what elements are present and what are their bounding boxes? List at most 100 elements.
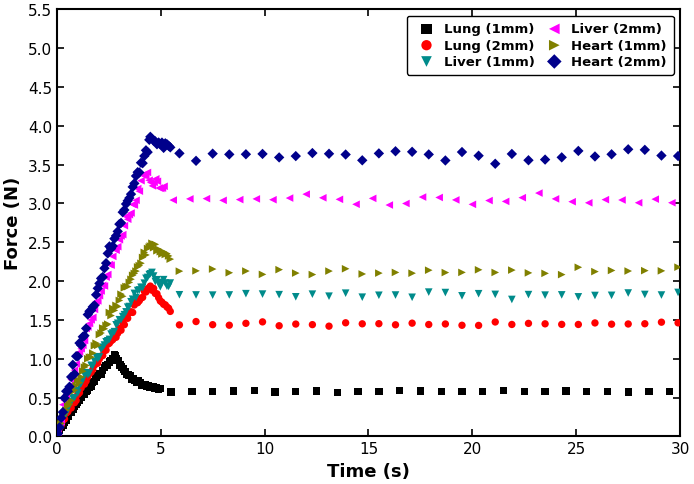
Lung (1mm) (85, 382, 96, 390)
Liver (2mm) (126, 210, 137, 217)
Heart (1mm) (423, 267, 434, 274)
Lung (1mm) (126, 376, 137, 383)
Heart (2mm) (440, 157, 451, 165)
Heart (1mm) (290, 270, 301, 277)
Lung (1mm) (102, 362, 113, 369)
Liver (2mm) (137, 172, 149, 180)
Heart (1mm) (223, 269, 235, 277)
Liver (1mm) (104, 336, 115, 344)
Liver (2mm) (62, 386, 74, 393)
Lung (1mm) (113, 357, 124, 365)
Heart (2mm) (373, 150, 384, 158)
Liver (1mm) (60, 410, 71, 418)
Heart (1mm) (81, 362, 92, 370)
Lung (1mm) (141, 382, 152, 390)
Heart (2mm) (155, 141, 166, 149)
Heart (1mm) (79, 363, 90, 371)
Liver (2mm) (234, 197, 245, 204)
Liver (1mm) (340, 290, 351, 298)
Lung (1mm) (94, 370, 105, 378)
Lung (2mm) (307, 321, 318, 329)
Liver (1mm) (132, 287, 143, 295)
Liver (1mm) (112, 320, 124, 328)
Lung (1mm) (228, 387, 239, 395)
Heart (1mm) (135, 260, 146, 268)
Liver (2mm) (550, 196, 561, 203)
Lung (2mm) (140, 288, 151, 296)
Heart (2mm) (121, 201, 132, 209)
Lung (2mm) (162, 303, 173, 311)
Lung (2mm) (151, 290, 162, 298)
Heart (1mm) (72, 377, 83, 384)
Heart (2mm) (67, 361, 78, 369)
Heart (1mm) (119, 285, 130, 292)
Lung (1mm) (77, 391, 88, 399)
Heart (1mm) (71, 382, 82, 390)
Lung (1mm) (109, 351, 120, 359)
Liver (2mm) (66, 376, 77, 384)
Lung (2mm) (59, 415, 70, 423)
Heart (2mm) (114, 221, 125, 228)
Lung (1mm) (623, 388, 634, 396)
Lung (1mm) (332, 389, 343, 396)
Liver (2mm) (110, 247, 121, 255)
Liver (1mm) (151, 276, 162, 284)
Lung (2mm) (130, 299, 142, 306)
Liver (1mm) (323, 293, 335, 301)
Lung (2mm) (589, 319, 600, 327)
Lung (1mm) (124, 372, 135, 379)
Heart (1mm) (672, 264, 684, 272)
Lung (2mm) (207, 321, 218, 329)
Liver (1mm) (623, 289, 634, 297)
Lung (1mm) (166, 388, 177, 396)
Heart (1mm) (84, 354, 95, 362)
Lung (1mm) (394, 387, 405, 395)
Liver (2mm) (150, 176, 161, 183)
Liver (1mm) (72, 389, 83, 397)
Liver (2mm) (683, 193, 694, 201)
Lung (1mm) (52, 430, 63, 438)
Heart (1mm) (77, 367, 88, 375)
Liver (2mm) (317, 195, 328, 202)
Heart (1mm) (99, 325, 110, 333)
Heart (2mm) (357, 157, 368, 165)
Lung (2mm) (134, 297, 145, 305)
Liver (1mm) (490, 291, 501, 299)
Lung (1mm) (148, 383, 159, 391)
Heart (1mm) (440, 269, 451, 277)
Lung (2mm) (139, 288, 150, 296)
Liver (2mm) (99, 283, 110, 290)
Lung (1mm) (81, 388, 92, 395)
Heart (2mm) (307, 150, 318, 158)
Liver (1mm) (122, 303, 133, 311)
Heart (1mm) (589, 268, 600, 276)
Heart (1mm) (148, 244, 159, 252)
Liver (1mm) (114, 316, 125, 324)
Lung (2mm) (190, 318, 201, 326)
Lung (2mm) (573, 321, 584, 329)
Liver (1mm) (109, 328, 120, 336)
Heart (2mm) (163, 143, 174, 151)
Heart (2mm) (107, 242, 118, 250)
Heart (1mm) (323, 268, 335, 275)
Liver (1mm) (145, 271, 156, 278)
Heart (2mm) (340, 151, 351, 159)
Heart (2mm) (457, 149, 468, 157)
Liver (1mm) (126, 298, 137, 306)
Lung (2mm) (112, 330, 124, 337)
Heart (1mm) (164, 256, 176, 263)
Heart (1mm) (54, 421, 65, 428)
Heart (1mm) (656, 268, 667, 275)
Heart (2mm) (290, 153, 301, 161)
Lung (2mm) (114, 325, 125, 333)
Liver (2mm) (64, 382, 75, 390)
Liver (1mm) (507, 296, 518, 304)
Heart (2mm) (589, 153, 600, 161)
Liver (2mm) (168, 197, 179, 205)
Lung (2mm) (79, 380, 90, 388)
Liver (1mm) (85, 362, 96, 369)
Heart (1mm) (137, 254, 149, 262)
Liver (1mm) (130, 294, 142, 302)
Liver (1mm) (129, 290, 140, 298)
Heart (2mm) (142, 149, 153, 157)
